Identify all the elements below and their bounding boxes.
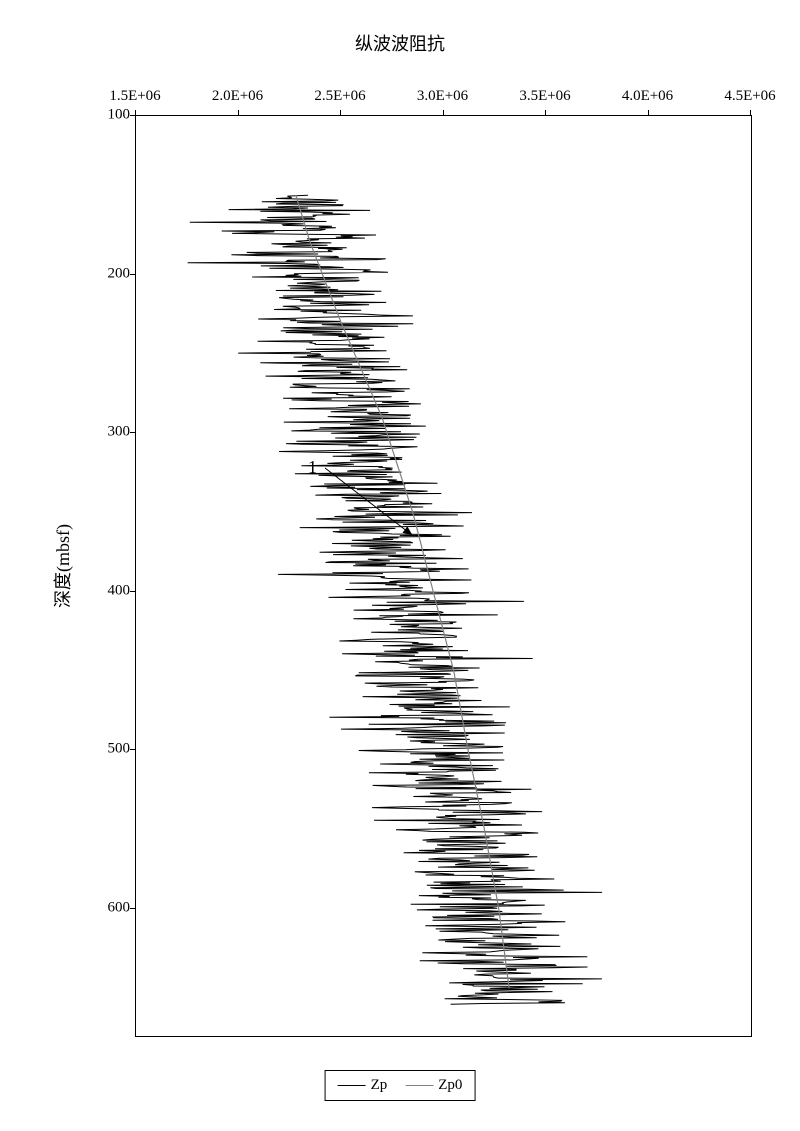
legend-label-zp0: Zp0 <box>438 1077 462 1094</box>
chart-container: 纵波波阻抗 深度(mbsf) 1.5E+062.0E+062.5E+063.0E… <box>0 0 800 1131</box>
y-tick-label: 500 <box>70 741 130 758</box>
legend-line-zp <box>338 1085 366 1086</box>
x-tick-label: 3.5E+06 <box>519 88 570 105</box>
x-tick-label: 3.0E+06 <box>417 88 468 105</box>
x-tick-label: 2.0E+06 <box>212 88 263 105</box>
x-tick-label: 4.0E+06 <box>622 88 673 105</box>
plot-svg <box>136 116 751 1036</box>
chart-title: 纵波波阻抗 <box>0 30 800 56</box>
legend-item-zp: Zp <box>338 1077 388 1094</box>
y-tick-label: 600 <box>70 900 130 917</box>
y-tick-label: 300 <box>70 424 130 441</box>
series-zp0 <box>296 195 509 988</box>
x-tick-label: 4.5E+06 <box>724 88 775 105</box>
plot-area <box>135 115 752 1037</box>
x-tick-label: 1.5E+06 <box>109 88 160 105</box>
annotation-label: 1 <box>308 457 317 478</box>
series-zp <box>188 195 602 1004</box>
legend: Zp Zp0 <box>325 1070 476 1101</box>
y-tick-label: 400 <box>70 582 130 599</box>
y-tick-label: 100 <box>70 107 130 124</box>
y-tick-label: 200 <box>70 265 130 282</box>
legend-item-zp0: Zp0 <box>405 1077 462 1094</box>
legend-label-zp: Zp <box>371 1077 388 1094</box>
x-tick-label: 2.5E+06 <box>314 88 365 105</box>
legend-line-zp0 <box>405 1085 433 1086</box>
